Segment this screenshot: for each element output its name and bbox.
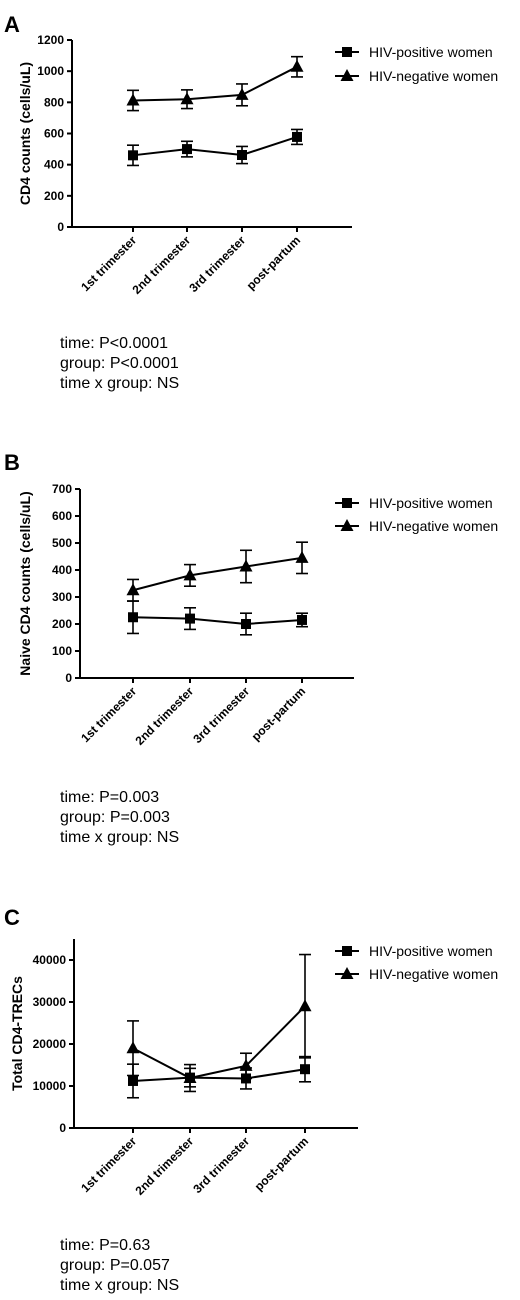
y-tick-label: 200 [44, 189, 64, 203]
x-tick-label: 1st trimester [78, 1134, 139, 1195]
stats-annotation: time: P<0.0001 [60, 335, 168, 352]
panel-letter: B [4, 450, 20, 475]
series-line [132, 1005, 306, 1080]
y-tick-label: 30000 [33, 995, 67, 1009]
series-line [132, 135, 298, 157]
data-point-triangle [295, 550, 309, 563]
data-point-square [128, 612, 138, 623]
series-hiv-positive [127, 128, 303, 167]
series-line [132, 1068, 306, 1082]
series-line [132, 556, 303, 592]
legend-label: HIV-positive women [369, 943, 493, 959]
legend-marker-square [342, 47, 352, 57]
x-tick-label: 2nd trimester [132, 684, 196, 748]
data-point-triangle [239, 1058, 253, 1071]
y-tick-label: 800 [44, 95, 64, 109]
legend-marker-triangle [340, 519, 354, 531]
data-point-square [237, 150, 247, 161]
data-point-triangle [126, 583, 140, 596]
x-tick-label: 3rd trimester [190, 1134, 252, 1196]
stats-annotation: time: P=0.003 [60, 789, 159, 806]
y-tick-label: 1200 [37, 33, 64, 47]
y-tick-label: 400 [52, 563, 72, 577]
series-line [132, 65, 298, 102]
series-hiv-negative [126, 953, 312, 1093]
stats-annotation: group: P=0.003 [60, 809, 170, 826]
x-tick-label: post-partum [249, 684, 308, 743]
data-point-square [292, 131, 302, 142]
y-tick-label: 200 [52, 617, 72, 631]
y-tick-label: 0 [57, 220, 64, 234]
series-hiv-positive [127, 600, 308, 636]
x-tick-label: 1st trimester [78, 684, 139, 745]
y-tick-label: 0 [59, 1121, 66, 1135]
y-axis-label: Naive CD4 counts (cells/uL) [17, 491, 33, 675]
data-point-square [128, 150, 138, 161]
stats-annotation: time x group: NS [60, 829, 179, 846]
x-tick-label: 2nd trimester [129, 233, 193, 297]
data-point-triangle [235, 87, 249, 100]
panel-b: B Naive CD4 counts (cells/uL) 0 100 200 300 40… [4, 450, 498, 846]
data-point-square [300, 1064, 310, 1075]
series-line [132, 616, 303, 626]
stats-annotation: group: P=0.057 [60, 1257, 170, 1274]
data-point-triangle [180, 92, 194, 105]
data-point-square [182, 144, 192, 155]
stats-annotation: group: P<0.0001 [60, 355, 179, 372]
x-tick-label: 2nd trimester [132, 1134, 196, 1198]
y-tick-label: 500 [52, 536, 72, 550]
panel-c: C Total CD4-TRECs 0 10000 20000 30000 40000 1st… [4, 905, 498, 1294]
legend-marker-square [342, 946, 352, 956]
stats-annotation: time: P=0.63 [60, 1237, 150, 1254]
y-tick-label: 100 [52, 644, 72, 658]
x-tick-label: post-partum [244, 233, 303, 292]
data-point-triangle [298, 999, 312, 1012]
legend-label: HIV-positive women [369, 44, 493, 60]
y-tick-label: 0 [65, 671, 72, 685]
series-hiv-negative [126, 541, 309, 602]
data-point-square [297, 614, 307, 625]
y-tick-label: 600 [52, 509, 72, 523]
data-point-triangle [290, 59, 304, 72]
legend-marker-triangle [340, 69, 354, 81]
series-hiv-positive [127, 1055, 311, 1099]
data-point-triangle [183, 568, 197, 581]
x-tick-label: 3rd trimester [186, 233, 248, 295]
legend-marker-triangle [340, 967, 354, 979]
legend-label: HIV-negative women [369, 518, 498, 534]
y-axis-label: CD4 counts (cells/uL) [17, 62, 33, 205]
y-tick-label: 10000 [33, 1079, 67, 1093]
x-tick-label: post-partum [252, 1134, 311, 1193]
data-point-square [241, 619, 251, 629]
data-point-triangle [126, 1041, 140, 1054]
y-tick-label: 400 [44, 158, 64, 172]
panel-letter: A [4, 12, 20, 37]
y-tick-label: 300 [52, 590, 72, 604]
legend-label: HIV-positive women [369, 495, 493, 511]
y-tick-label: 20000 [33, 1037, 67, 1051]
panel-letter: C [4, 905, 20, 930]
stats-annotation: time x group: NS [60, 1277, 179, 1294]
data-point-triangle [126, 93, 140, 106]
legend-label: HIV-negative women [369, 966, 498, 982]
y-axis-label: Total CD4-TRECs [9, 976, 25, 1091]
data-point-triangle [183, 1071, 197, 1084]
y-tick-label: 1000 [37, 64, 64, 78]
panel-a: A CD4 counts (cells/uL) 0 200 400 600 800 1000 1… [4, 12, 498, 392]
y-tick-label: 600 [44, 127, 64, 141]
stats-annotation: time x group: NS [60, 375, 179, 392]
series-hiv-negative [126, 55, 304, 112]
data-point-square [185, 613, 195, 624]
y-tick-label: 40000 [33, 953, 67, 967]
y-tick-label: 700 [52, 482, 72, 496]
legend-label: HIV-negative women [369, 68, 498, 84]
data-point-square [128, 1075, 138, 1086]
legend-marker-square [342, 498, 352, 508]
x-tick-label: 3rd trimester [190, 684, 252, 746]
data-point-triangle [239, 559, 253, 572]
